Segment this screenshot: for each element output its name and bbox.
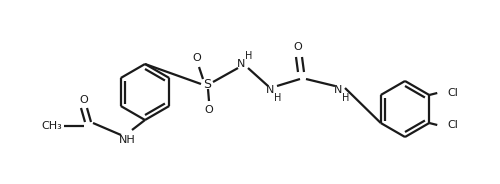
Text: H: H [274, 93, 281, 103]
Text: Cl: Cl [447, 88, 458, 98]
Text: O: O [192, 53, 202, 63]
Text: NH: NH [118, 135, 136, 145]
Text: N: N [266, 85, 274, 95]
Text: O: O [204, 105, 214, 115]
Text: N: N [237, 59, 245, 69]
Text: Cl: Cl [447, 120, 458, 130]
Text: S: S [203, 77, 211, 91]
Text: H: H [246, 51, 252, 61]
Text: CH₃: CH₃ [42, 121, 62, 131]
Text: N: N [334, 85, 342, 95]
Text: H: H [342, 93, 349, 103]
Text: O: O [294, 42, 302, 52]
Text: O: O [80, 95, 88, 105]
